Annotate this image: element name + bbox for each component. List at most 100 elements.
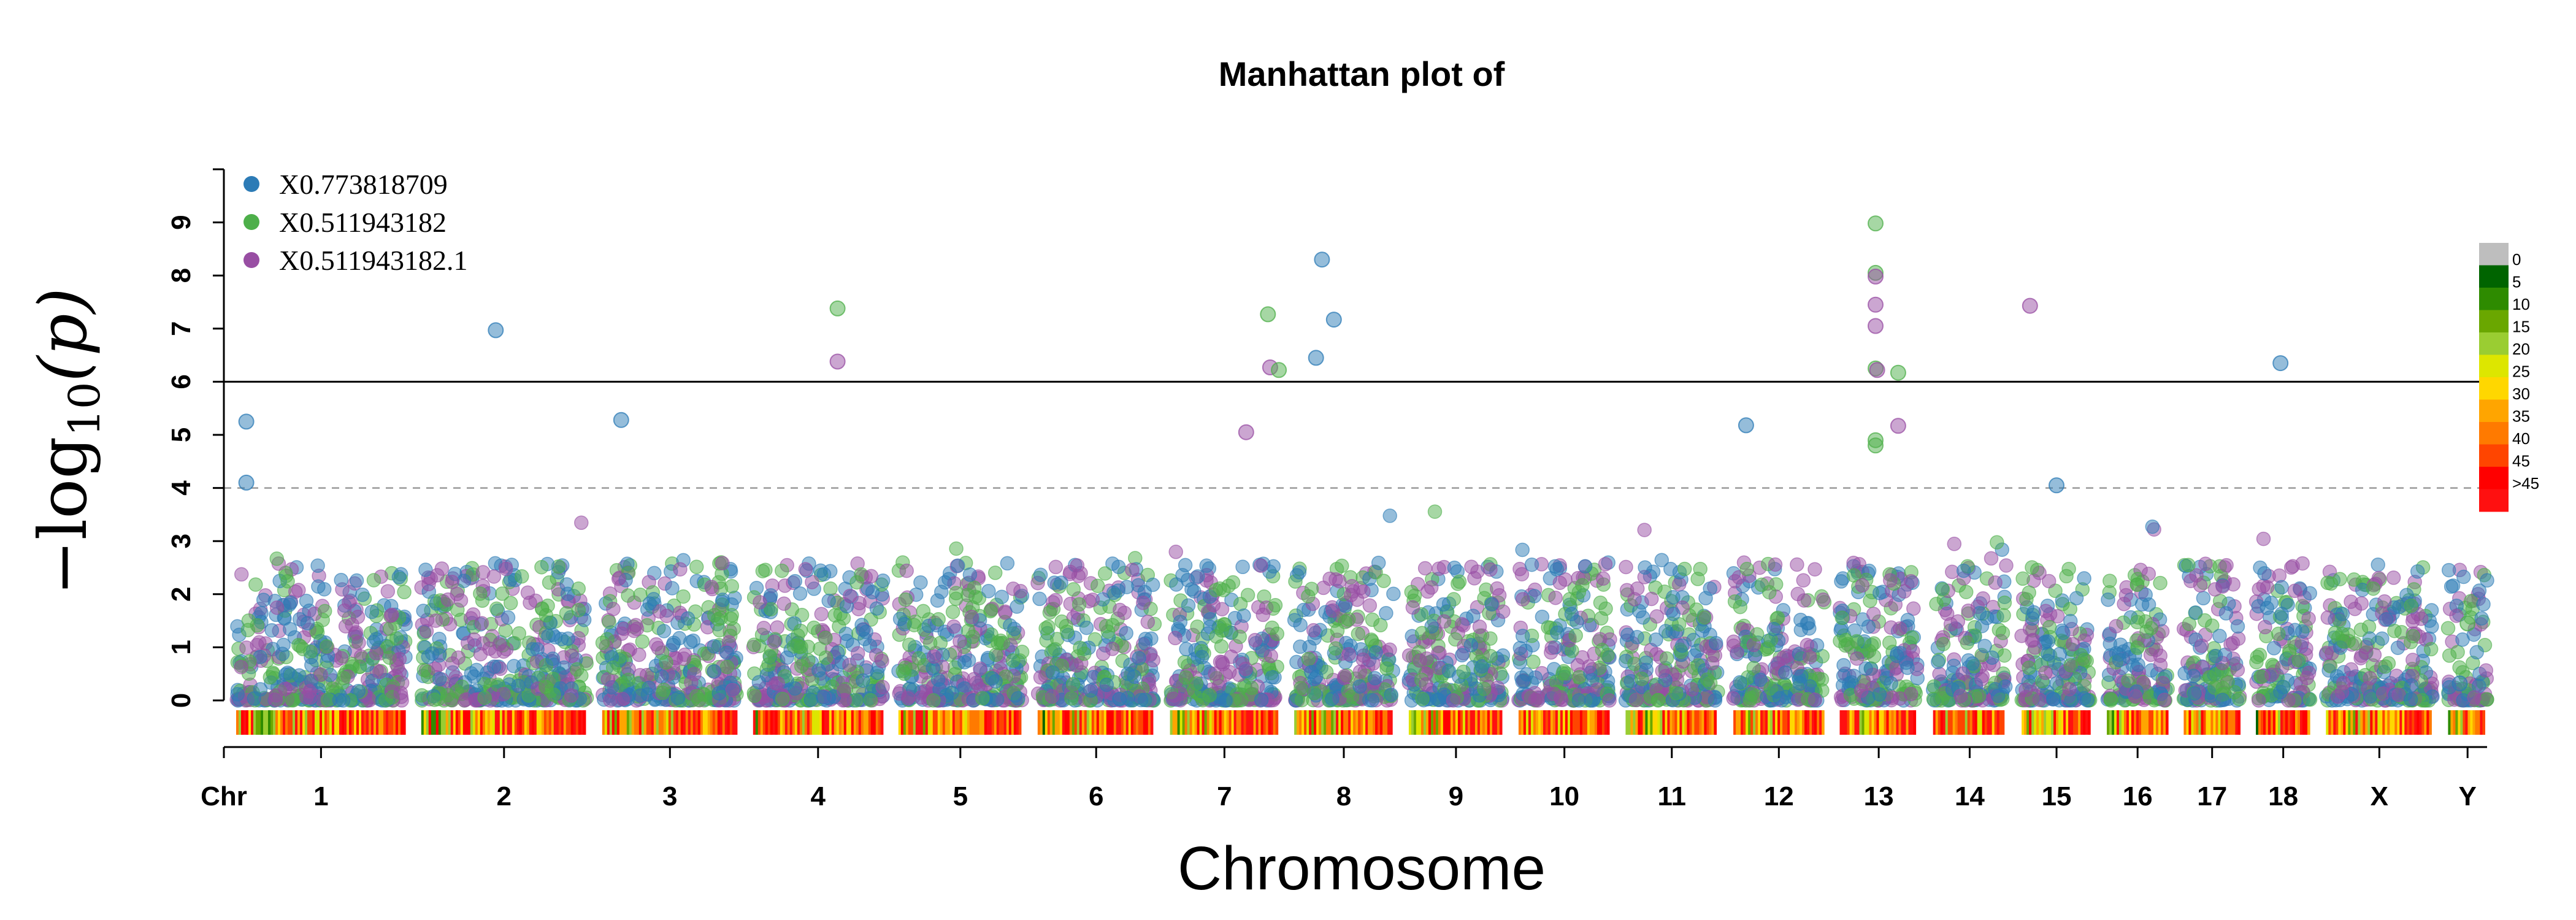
density-cell — [609, 710, 613, 735]
density-cell — [258, 710, 261, 735]
density-cell — [275, 710, 278, 735]
data-point — [1268, 597, 1283, 613]
data-point — [334, 651, 349, 665]
density-cell — [636, 710, 640, 735]
data-point — [1733, 675, 1747, 690]
data-point — [1352, 679, 1367, 694]
density-cell — [962, 710, 965, 735]
data-point — [1834, 610, 1850, 626]
data-point — [621, 588, 635, 603]
data-point — [1977, 638, 1992, 654]
data-point — [865, 585, 880, 600]
data-point — [1575, 578, 1590, 593]
density-cell — [539, 710, 542, 735]
data-point — [269, 600, 285, 615]
data-point — [416, 604, 431, 618]
data-point — [460, 635, 475, 651]
data-point — [1059, 624, 1075, 639]
data-point — [713, 610, 729, 626]
density-cell — [986, 710, 990, 735]
data-point — [1265, 620, 1279, 635]
density-cell — [705, 710, 708, 735]
density-cell — [692, 710, 696, 735]
data-point — [1708, 693, 1723, 708]
data-point — [953, 634, 967, 649]
density-cell — [310, 710, 313, 735]
data-point — [1042, 605, 1057, 620]
density-cell — [865, 710, 869, 735]
data-point — [780, 650, 794, 665]
data-point — [1132, 651, 1146, 665]
density-cell — [604, 710, 608, 735]
data-point — [930, 593, 945, 608]
data-point — [2186, 669, 2201, 683]
density-cell — [661, 710, 664, 735]
density-cell — [626, 710, 630, 735]
data-point — [697, 687, 712, 702]
data-point — [542, 575, 557, 590]
density-cell — [480, 710, 483, 735]
density-cell — [426, 710, 429, 735]
data-point — [2207, 582, 2223, 597]
data-point — [291, 583, 306, 597]
data-point — [1232, 629, 1247, 645]
data-point — [421, 577, 436, 592]
data-point — [366, 573, 381, 588]
data-point — [303, 690, 318, 705]
density-cell — [383, 710, 386, 735]
density-cell — [707, 710, 711, 735]
density-cell — [954, 710, 958, 735]
density-cell — [908, 710, 911, 735]
density-cell — [270, 710, 274, 735]
data-point — [1988, 575, 2003, 590]
data-point — [1955, 666, 1970, 681]
data-point — [1677, 561, 1692, 577]
chromosome-label-17: 17 — [2197, 781, 2227, 811]
density-cell — [1076, 710, 1080, 735]
data-point — [945, 686, 959, 700]
data-point — [1790, 586, 1805, 602]
density-cell — [680, 710, 684, 735]
data-point — [707, 639, 722, 654]
data-point — [2252, 581, 2266, 597]
data-point — [837, 683, 851, 699]
data-point — [427, 692, 442, 707]
density-cell — [492, 710, 496, 735]
density-cell — [558, 710, 562, 735]
data-point — [473, 586, 488, 601]
data-point — [1564, 607, 1579, 621]
density-cell — [848, 710, 852, 735]
density-cell — [903, 710, 907, 735]
data-point — [1083, 683, 1098, 698]
data-point — [1332, 573, 1347, 589]
data-point — [2469, 645, 2484, 660]
data-point — [1436, 597, 1451, 612]
data-point — [1956, 563, 1971, 578]
data-point — [892, 611, 908, 626]
data-point — [900, 691, 916, 706]
data-point — [922, 635, 938, 651]
data-point — [704, 580, 719, 594]
data-point — [2077, 678, 2092, 694]
data-point — [863, 692, 878, 708]
significant-point — [1868, 215, 1884, 232]
data-point — [864, 569, 879, 584]
density-cell — [364, 710, 367, 735]
data-point — [1463, 638, 1479, 653]
density-cell — [1003, 710, 1007, 735]
data-point — [1750, 627, 1765, 642]
significant-point — [829, 300, 846, 316]
density-cell — [300, 710, 303, 735]
data-point — [2375, 631, 2390, 646]
data-point — [534, 559, 549, 575]
data-point — [606, 602, 621, 616]
significant-point — [1308, 350, 1324, 366]
data-point — [2041, 573, 2057, 589]
data-point — [1181, 598, 1196, 613]
data-point — [949, 586, 964, 600]
data-point — [2333, 572, 2347, 586]
data-point — [1999, 558, 2014, 573]
density-cell — [1069, 710, 1073, 735]
data-point — [280, 574, 295, 589]
